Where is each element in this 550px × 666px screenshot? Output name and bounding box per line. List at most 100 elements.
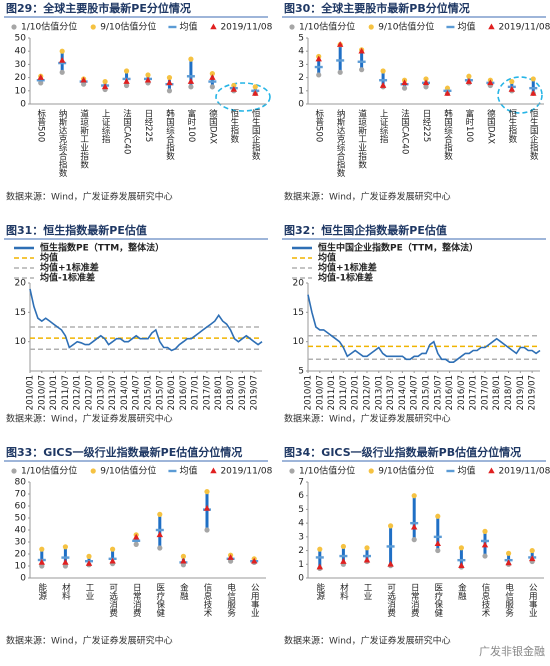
legend-marker bbox=[446, 469, 455, 473]
y-tick-label: 5 bbox=[298, 34, 304, 44]
data-point bbox=[363, 554, 371, 558]
x-tick-label: 公用事业 bbox=[527, 583, 537, 617]
x-tick-label: 2013/01 bbox=[96, 375, 106, 410]
data-point bbox=[157, 511, 163, 517]
data-point bbox=[188, 56, 194, 62]
data-point bbox=[209, 71, 215, 77]
x-tick-label: 恒生国企指数 bbox=[250, 108, 260, 161]
x-tick-label: 2014/01 bbox=[398, 375, 408, 410]
data-point bbox=[423, 76, 429, 82]
data-point bbox=[209, 84, 215, 90]
x-tick-label: 医疗保健 bbox=[155, 583, 165, 618]
data-point bbox=[379, 79, 388, 82]
data-point bbox=[81, 81, 87, 87]
data-point bbox=[102, 78, 108, 85]
y-tick-label: 10 bbox=[293, 337, 305, 347]
x-tick-label: 2018/07 bbox=[226, 375, 236, 410]
y-tick-label: 20 bbox=[15, 550, 27, 560]
x-tick-label: 2013/07 bbox=[108, 375, 118, 410]
data-point bbox=[315, 556, 324, 559]
x-tick-label: 金融 bbox=[178, 582, 188, 601]
chart-title: 图31：恒生指数最新PE估值 bbox=[6, 223, 147, 237]
x-tick-label: 2017/07 bbox=[480, 375, 490, 410]
data-point bbox=[340, 558, 347, 564]
x-tick-label: 材料 bbox=[338, 582, 348, 601]
y-tick-label: 5 bbox=[298, 367, 304, 377]
data-point bbox=[444, 85, 451, 91]
x-tick-label: 纳斯达克综合指数 bbox=[57, 108, 67, 178]
legend-label: 均值-1标准差 bbox=[40, 272, 95, 284]
y-tick-label: 50 bbox=[15, 34, 27, 44]
data-point bbox=[156, 531, 163, 538]
data-point bbox=[227, 554, 234, 560]
y-tick-label: 40 bbox=[15, 526, 27, 536]
x-tick-label: 富时100 bbox=[186, 108, 196, 142]
data-point bbox=[506, 550, 512, 556]
legend-label: 均值 bbox=[318, 252, 336, 264]
data-point bbox=[62, 558, 69, 565]
x-tick-label: 韩国综合指数 bbox=[442, 108, 452, 161]
source-note: 数据来源：Wind，广发证券发展研究中心 bbox=[6, 635, 173, 647]
x-tick-label: 2010/01 bbox=[26, 375, 36, 410]
x-tick-label: 2017/01 bbox=[469, 375, 479, 410]
data-point bbox=[231, 82, 237, 89]
x-tick-label: 2011/07 bbox=[61, 375, 71, 410]
x-tick-label: 公用事业 bbox=[249, 583, 259, 617]
data-point bbox=[166, 79, 173, 86]
legend-marker bbox=[11, 468, 17, 474]
x-tick-label: 电信服务 bbox=[504, 582, 514, 618]
x-tick-label: 2018/01 bbox=[214, 375, 224, 410]
data-point bbox=[209, 74, 216, 80]
data-point bbox=[458, 545, 464, 551]
x-tick-label: 2019/01 bbox=[238, 375, 248, 410]
data-line bbox=[307, 294, 541, 363]
legend-marker bbox=[210, 23, 217, 30]
data-point bbox=[59, 48, 65, 54]
data-point bbox=[155, 528, 164, 532]
y-tick-label: 70 bbox=[15, 490, 27, 500]
legend-marker bbox=[168, 469, 177, 473]
legend-marker bbox=[90, 468, 96, 474]
x-tick-label: 2012/01 bbox=[73, 375, 83, 410]
legend-label: 均值+1标准差 bbox=[318, 262, 377, 274]
x-tick-label: 2017/01 bbox=[191, 375, 201, 410]
highlight-ellipse bbox=[215, 82, 271, 112]
data-point bbox=[422, 79, 430, 86]
legend-marker bbox=[289, 468, 295, 474]
x-tick-label: 2013/01 bbox=[374, 375, 384, 410]
data-point bbox=[410, 521, 419, 525]
data-point bbox=[59, 69, 65, 75]
data-point bbox=[364, 545, 370, 551]
data-point bbox=[101, 83, 109, 90]
source-note: 数据来源：Wind，广发证券发展研究中心 bbox=[284, 191, 451, 203]
legend-marker bbox=[289, 24, 295, 30]
x-tick-label: 恒生指数 bbox=[507, 108, 517, 144]
legend-marker bbox=[168, 25, 177, 29]
x-tick-label: 2010/01 bbox=[304, 375, 314, 410]
legend-label: 1/10估值分位 bbox=[299, 21, 355, 33]
legend-label: 均值-1标准差 bbox=[318, 272, 373, 284]
y-tick-label: 1 bbox=[298, 560, 304, 570]
y-tick-label: 0 bbox=[298, 100, 304, 110]
data-point bbox=[482, 528, 488, 534]
x-tick-label: 法国CAC40 bbox=[400, 108, 410, 154]
x-tick-label: 2012/07 bbox=[362, 375, 372, 410]
legend-marker bbox=[488, 23, 495, 30]
data-point bbox=[529, 547, 535, 554]
data-point bbox=[80, 76, 87, 83]
y-tick-label: 20 bbox=[15, 279, 27, 289]
x-tick-label: 可选消费 bbox=[386, 583, 396, 618]
x-tick-label: 2016/07 bbox=[457, 375, 467, 410]
y-tick-label: 2 bbox=[298, 546, 304, 556]
x-tick-label: 法国CAC40 bbox=[122, 108, 132, 154]
x-tick-label: 2014/07 bbox=[410, 375, 420, 410]
data-point bbox=[180, 557, 187, 564]
data-point bbox=[482, 553, 488, 559]
chart-title: 图34：GICS一级行业指数最新PB估值分位情况 bbox=[284, 445, 521, 459]
data-point bbox=[530, 89, 537, 96]
watermark: 广发非银金融 bbox=[479, 644, 545, 658]
data-point bbox=[363, 556, 371, 563]
y-tick-label: 60 bbox=[15, 502, 27, 512]
data-point bbox=[388, 523, 394, 529]
data-point bbox=[110, 546, 116, 552]
